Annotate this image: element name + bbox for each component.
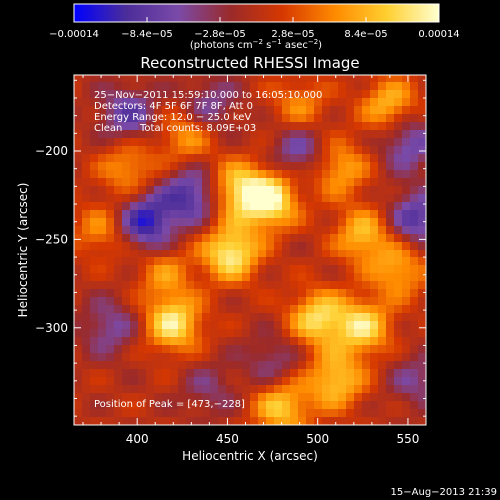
colorbar-tick-labels: −0.00014 −8.4e−05 −2.8e−05 2.8e−05 8.4e−05 0.… bbox=[49, 29, 460, 40]
annotation-detectors: Detectors: 4F 5F 6F 7F 8F, Att 0 bbox=[94, 101, 253, 112]
colorbar-tick-label: 2.8e−05 bbox=[271, 29, 314, 40]
y-tick-label: −250 bbox=[35, 232, 68, 246]
peak-position-label: Position of Peak = [473,−228] bbox=[94, 399, 245, 410]
colorbar-tick-label: −0.00014 bbox=[49, 29, 99, 40]
y-tick-label: −200 bbox=[35, 144, 68, 158]
x-axis-ticks: 400 450 500 550 bbox=[82, 75, 427, 446]
colorbar-unit-label: (photons cm−2 s−1 asec−2) bbox=[190, 38, 322, 51]
colorbar-ticks bbox=[73, 17, 440, 22]
timestamp: 15−Aug−2013 21:39 bbox=[391, 487, 497, 498]
x-tick-label: 550 bbox=[396, 432, 419, 446]
heatmap-image bbox=[74, 75, 426, 425]
colorbar-tick-label: 0.00014 bbox=[418, 29, 459, 40]
x-axis-label: Heliocentric X (arcsec) bbox=[182, 449, 318, 463]
x-tick-label: 500 bbox=[306, 432, 329, 446]
colorbar-tick-label: −2.8e−05 bbox=[194, 29, 246, 40]
x-tick-label: 450 bbox=[216, 432, 239, 446]
annotation-algorithm: Clean bbox=[94, 123, 122, 134]
colorbar-tick-label: −8.4e−05 bbox=[121, 29, 173, 40]
x-tick-label: 400 bbox=[126, 432, 149, 446]
chart-title: Reconstructed RHESSI Image bbox=[140, 54, 359, 72]
annotation-block: 25−Nov−2011 15:59:10.000 to 16:05:10.000… bbox=[94, 90, 322, 134]
annotation-total-counts: Total counts: 8.09E+03 bbox=[139, 123, 256, 134]
colorbar-tick-label: 8.4e−05 bbox=[344, 29, 387, 40]
annotation-time-range: 25−Nov−2011 15:59:10.000 to 16:05:10.000 bbox=[94, 90, 322, 101]
y-axis-ticks: −200 −250 −300 bbox=[35, 79, 426, 417]
annotation-energy-range: Energy Range: 12.0 − 25.0 keV bbox=[94, 112, 251, 123]
y-tick-label: −300 bbox=[35, 321, 68, 335]
plot-frame bbox=[73, 74, 427, 426]
y-axis-label: Heliocentric Y (arcsec) bbox=[16, 183, 30, 318]
colorbar bbox=[73, 3, 440, 23]
